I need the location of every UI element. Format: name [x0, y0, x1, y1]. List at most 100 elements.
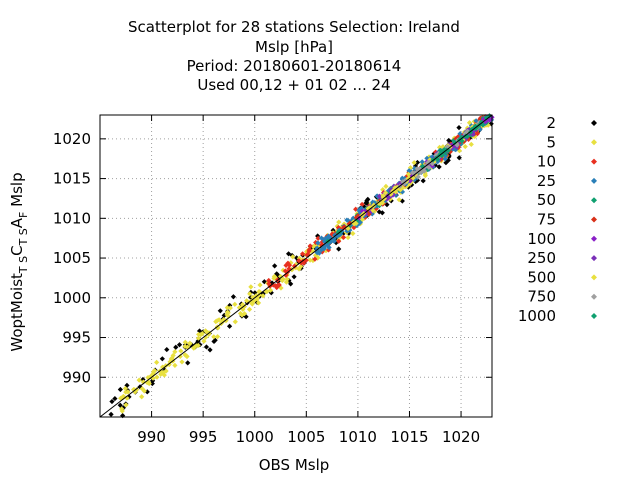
- legend-marker: [591, 139, 597, 146]
- data-point: [199, 331, 205, 337]
- data-point: [420, 178, 426, 184]
- data-point: [241, 311, 248, 317]
- data-point: [468, 141, 474, 147]
- x-tick-label: 1000: [236, 428, 274, 446]
- data-point: [480, 122, 486, 128]
- data-point: [256, 289, 262, 295]
- data-point: [374, 193, 380, 199]
- plot-frame: [99, 114, 493, 418]
- data-point: [318, 247, 325, 253]
- data-point: [354, 217, 361, 223]
- data-point: [383, 183, 389, 189]
- legend-label: 100: [527, 230, 556, 248]
- data-point: [122, 385, 128, 392]
- data-point: [263, 288, 269, 294]
- data-point: [426, 164, 432, 170]
- data-point: [214, 334, 221, 340]
- data-point: [230, 294, 237, 300]
- data-point: [393, 192, 399, 198]
- data-point: [355, 213, 361, 219]
- data-point: [290, 254, 296, 260]
- data-point: [411, 160, 417, 166]
- x-axis-ticks: 990 995 1000 1005 1010 1015 1020: [137, 115, 480, 446]
- data-point: [407, 165, 414, 171]
- data-point: [269, 280, 275, 286]
- data-point: [239, 301, 246, 308]
- data-point: [331, 238, 337, 244]
- title-line-2: Mslp [hPa]: [255, 38, 333, 56]
- data-point: [304, 252, 310, 258]
- data-point: [182, 339, 188, 345]
- chart-title: Scatterplot for 28 stations Selection: I…: [128, 18, 460, 94]
- y-tick-label: 995: [62, 329, 91, 347]
- data-point: [467, 129, 474, 135]
- legend-label: 250: [527, 249, 556, 267]
- data-point: [453, 136, 459, 142]
- data-point: [239, 312, 245, 318]
- data-point: [172, 362, 178, 369]
- data-point: [414, 177, 421, 183]
- legend-label: 500: [527, 268, 556, 286]
- data-point: [248, 284, 254, 290]
- data-point: [244, 298, 250, 304]
- data-point: [432, 162, 438, 168]
- data-point: [182, 343, 188, 350]
- data-point: [439, 152, 445, 159]
- data-point: [457, 131, 463, 137]
- data-point: [146, 380, 152, 387]
- data-point: [144, 389, 150, 395]
- legend-label: 50: [537, 191, 556, 209]
- data-point: [191, 345, 197, 351]
- data-point: [396, 197, 402, 203]
- data-point: [298, 260, 304, 266]
- data-point: [167, 359, 173, 365]
- data-point: [326, 244, 332, 251]
- data-point: [312, 256, 318, 262]
- data-point: [453, 147, 459, 153]
- data-point: [159, 364, 166, 370]
- data-point: [136, 377, 142, 383]
- data-point: [184, 353, 190, 360]
- data-point: [486, 117, 493, 123]
- data-point: [272, 274, 278, 281]
- data-point: [437, 147, 444, 154]
- legend-marker: [591, 177, 597, 184]
- data-point: [410, 170, 416, 176]
- data-point: [424, 166, 430, 173]
- data-point: [413, 178, 419, 185]
- data-point: [139, 386, 145, 392]
- data-point: [417, 166, 423, 172]
- data-point: [266, 277, 272, 284]
- data-point: [299, 251, 306, 257]
- data-point: [121, 394, 127, 400]
- data-point: [456, 155, 462, 161]
- data-point: [399, 189, 406, 195]
- data-point: [285, 251, 292, 257]
- data-point: [275, 282, 281, 288]
- data-point: [436, 164, 442, 170]
- title-line-3: Period: 20180601-20180614: [187, 57, 402, 75]
- legend-marker: [591, 235, 597, 242]
- data-point: [177, 353, 183, 360]
- data-point: [240, 306, 246, 312]
- data-point: [451, 137, 457, 144]
- data-point: [353, 220, 359, 227]
- data-point: [478, 119, 485, 125]
- data-point: [379, 200, 386, 206]
- data-point: [154, 359, 160, 365]
- data-point: [472, 125, 479, 132]
- data-point: [368, 201, 374, 207]
- data-point: [336, 232, 343, 238]
- data-point: [412, 165, 418, 172]
- data-point: [419, 159, 425, 165]
- data-point: [195, 342, 201, 349]
- title-line-4: Used 00,12 + 01 02 ... 24: [197, 76, 390, 94]
- data-point: [481, 119, 487, 125]
- data-point: [454, 142, 460, 148]
- data-point: [399, 198, 405, 204]
- data-point: [462, 131, 468, 137]
- data-point: [315, 240, 321, 246]
- y-tick-label: 990: [62, 368, 91, 386]
- data-point: [185, 360, 191, 366]
- data-point: [163, 363, 169, 369]
